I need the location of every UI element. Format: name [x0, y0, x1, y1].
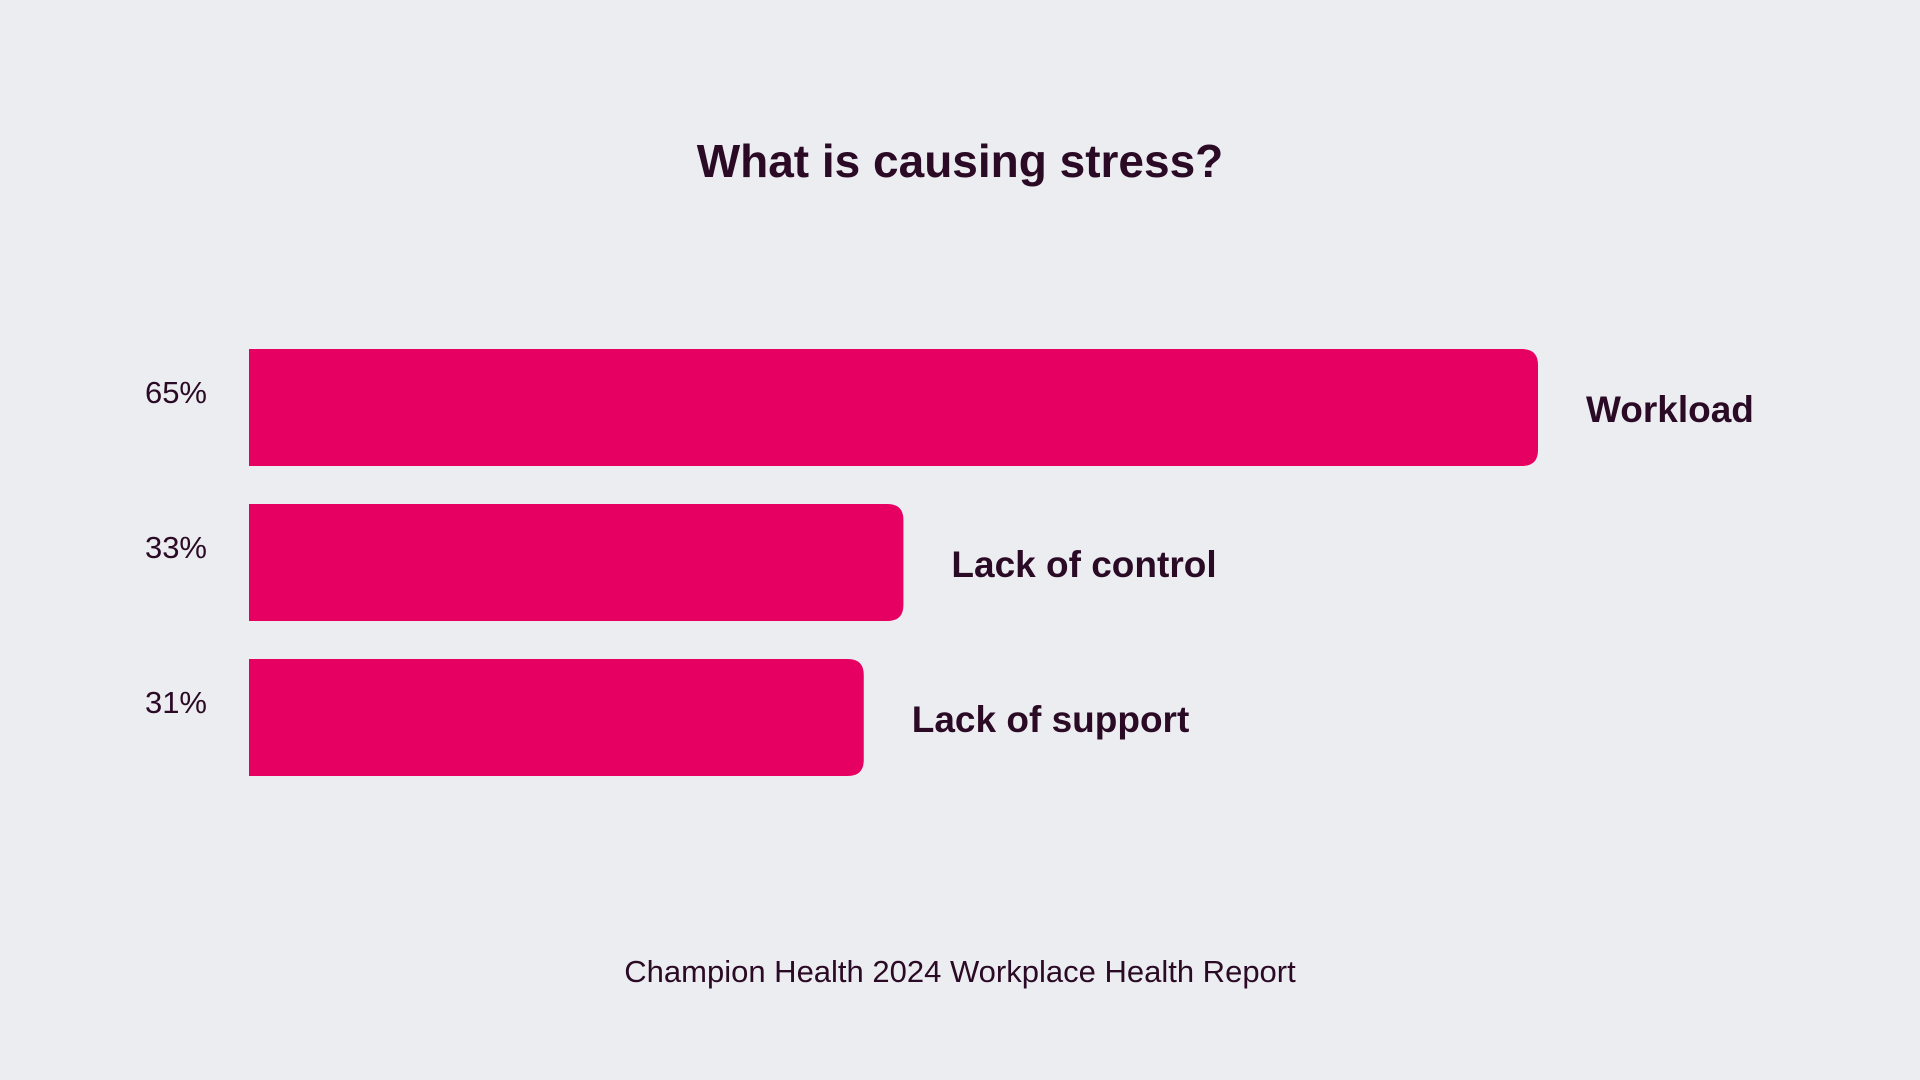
value-label-lack-of-support: 31%: [145, 685, 207, 720]
bar-workload: [249, 349, 1538, 466]
bar-lack-of-control: [249, 504, 904, 621]
chart-title: What is causing stress?: [697, 135, 1224, 187]
value-label-workload: 65%: [145, 375, 207, 410]
value-label-lack-of-control: 33%: [145, 530, 207, 565]
source-caption: Champion Health 2024 Workplace Health Re…: [624, 954, 1296, 989]
category-label-workload: Workload: [1586, 389, 1754, 430]
bars-group: 65% Workload 33% Lack of control 31% Lack of …: [145, 349, 1754, 776]
bar-lack-of-support: [249, 659, 864, 776]
category-label-lack-of-control: Lack of control: [951, 544, 1216, 585]
category-label-lack-of-support: Lack of support: [912, 699, 1190, 740]
